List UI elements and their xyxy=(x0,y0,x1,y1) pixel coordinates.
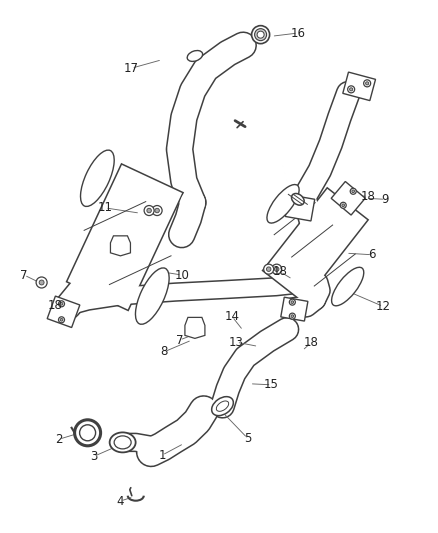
Ellipse shape xyxy=(59,317,64,323)
Polygon shape xyxy=(343,72,375,101)
Text: 18: 18 xyxy=(360,190,375,203)
Ellipse shape xyxy=(291,301,294,303)
Ellipse shape xyxy=(80,425,95,441)
Ellipse shape xyxy=(147,208,152,213)
Text: 18: 18 xyxy=(273,265,288,278)
Ellipse shape xyxy=(144,206,154,215)
Ellipse shape xyxy=(264,264,274,274)
Text: 9: 9 xyxy=(381,193,389,206)
Ellipse shape xyxy=(212,397,233,416)
Ellipse shape xyxy=(352,190,354,192)
Ellipse shape xyxy=(348,86,355,93)
Ellipse shape xyxy=(292,193,304,205)
Ellipse shape xyxy=(364,80,371,87)
Ellipse shape xyxy=(114,436,131,449)
Ellipse shape xyxy=(216,401,229,411)
Ellipse shape xyxy=(350,188,356,194)
Ellipse shape xyxy=(74,420,101,446)
Polygon shape xyxy=(262,188,368,303)
Text: 10: 10 xyxy=(174,269,189,281)
Ellipse shape xyxy=(290,313,295,319)
Text: 18: 18 xyxy=(47,300,62,312)
Ellipse shape xyxy=(290,299,295,305)
Ellipse shape xyxy=(135,268,169,324)
Ellipse shape xyxy=(275,267,279,271)
Ellipse shape xyxy=(266,267,271,271)
Ellipse shape xyxy=(366,82,369,85)
Ellipse shape xyxy=(340,203,346,208)
Ellipse shape xyxy=(60,318,63,321)
Polygon shape xyxy=(110,236,131,256)
Text: 5: 5 xyxy=(244,432,251,445)
Ellipse shape xyxy=(36,277,47,288)
Polygon shape xyxy=(281,297,308,321)
Ellipse shape xyxy=(81,150,114,206)
Text: 16: 16 xyxy=(290,27,305,39)
Text: 6: 6 xyxy=(368,248,376,261)
Ellipse shape xyxy=(60,302,63,305)
Polygon shape xyxy=(185,317,205,338)
Ellipse shape xyxy=(291,315,294,318)
Ellipse shape xyxy=(155,208,159,213)
Text: 15: 15 xyxy=(264,378,279,391)
Text: 11: 11 xyxy=(98,201,113,214)
Text: 7: 7 xyxy=(20,269,28,281)
Text: 7: 7 xyxy=(176,334,184,346)
Ellipse shape xyxy=(350,88,353,91)
Ellipse shape xyxy=(110,432,136,453)
Ellipse shape xyxy=(152,206,162,215)
Text: 2: 2 xyxy=(55,433,63,446)
Text: 13: 13 xyxy=(229,336,244,349)
Ellipse shape xyxy=(257,31,264,38)
Text: 17: 17 xyxy=(124,62,139,75)
Text: 4: 4 xyxy=(117,495,124,507)
Ellipse shape xyxy=(59,301,64,307)
Text: 14: 14 xyxy=(225,310,240,323)
Ellipse shape xyxy=(254,29,267,41)
Text: 18: 18 xyxy=(304,336,318,349)
Ellipse shape xyxy=(251,26,270,44)
Text: 8: 8 xyxy=(161,345,168,358)
Text: 12: 12 xyxy=(376,300,391,313)
Polygon shape xyxy=(47,296,80,327)
Polygon shape xyxy=(67,164,183,310)
Ellipse shape xyxy=(267,184,299,223)
Ellipse shape xyxy=(272,264,282,274)
Polygon shape xyxy=(331,182,365,215)
Ellipse shape xyxy=(187,51,203,61)
Ellipse shape xyxy=(332,267,364,306)
Text: 3: 3 xyxy=(91,450,98,463)
Ellipse shape xyxy=(39,280,44,285)
Polygon shape xyxy=(285,195,315,221)
Text: 1: 1 xyxy=(158,449,166,462)
Ellipse shape xyxy=(342,204,345,207)
